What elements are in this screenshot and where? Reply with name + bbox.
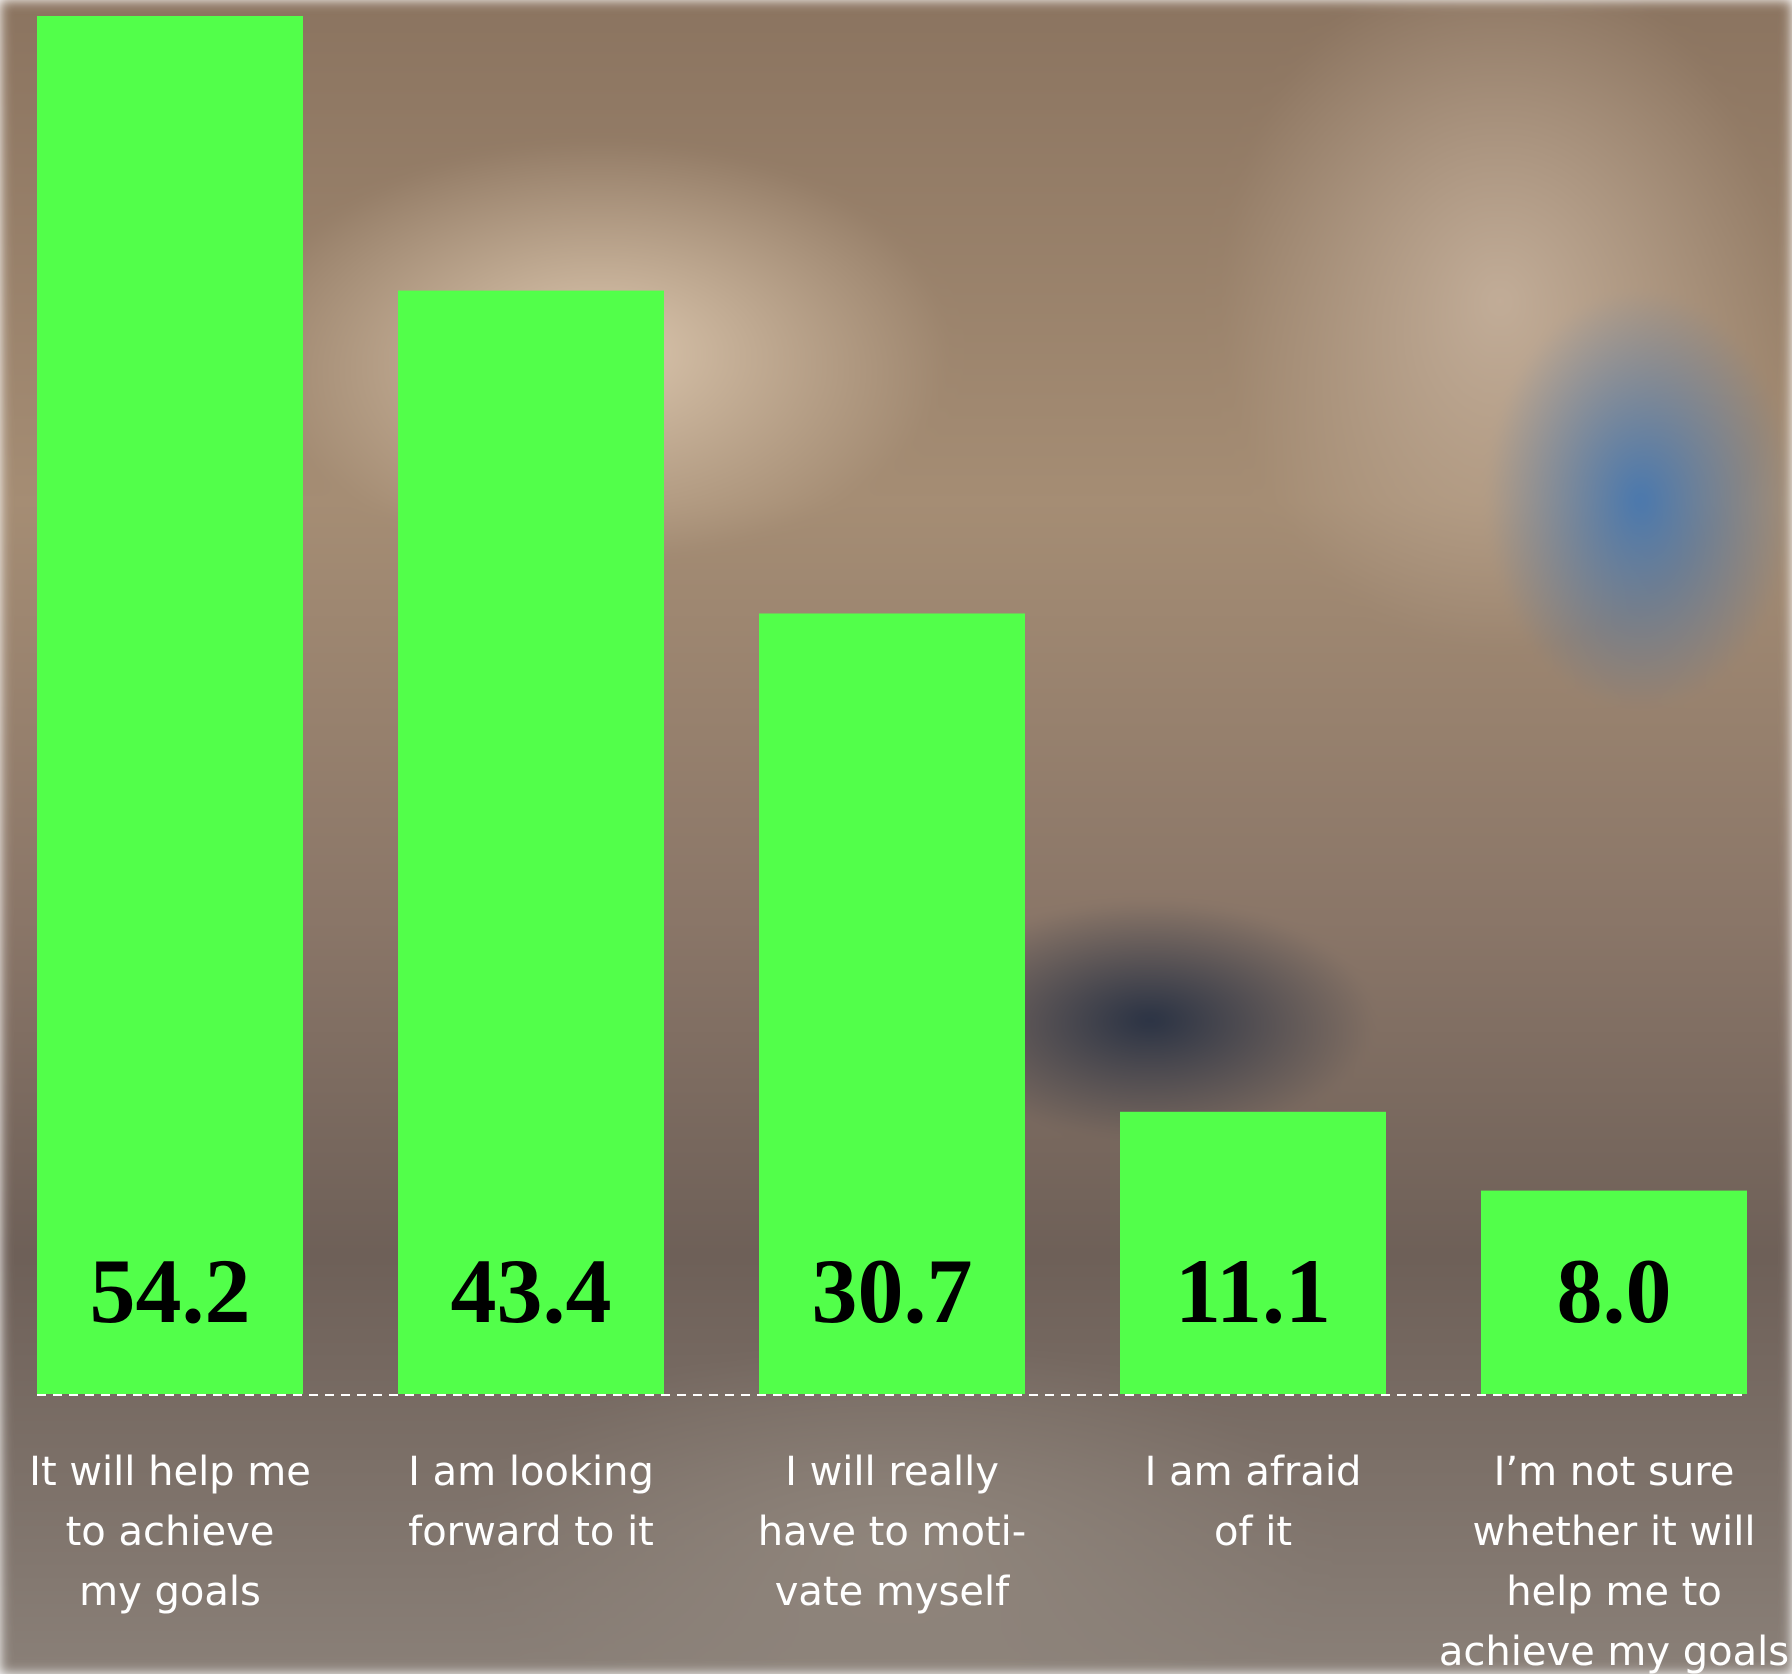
category-label: achieve my goals	[1439, 1629, 1789, 1674]
category-label: I’m not sure	[1494, 1449, 1735, 1495]
category-label: have to moti-	[758, 1509, 1026, 1555]
category-label: of it	[1214, 1509, 1292, 1555]
page: 54.2 It will help me to achieve my goals 43.…	[0, 0, 1792, 1674]
bar	[37, 16, 303, 1394]
category-label: my goals	[79, 1569, 261, 1615]
category-label: whether it will	[1472, 1509, 1755, 1555]
value-label: 30.7	[812, 1240, 973, 1342]
category-label: I will really	[785, 1449, 999, 1495]
category-label: to achieve	[66, 1509, 275, 1555]
value-label: 54.2	[90, 1240, 251, 1342]
category-label: help me to	[1506, 1569, 1722, 1615]
category-label: I am afraid	[1145, 1449, 1362, 1495]
value-label: 43.4	[451, 1240, 612, 1342]
value-label: 11.1	[1175, 1240, 1331, 1342]
category-label: It will help me	[29, 1449, 311, 1495]
category-label: vate myself	[775, 1569, 1010, 1615]
value-label: 8.0	[1557, 1240, 1672, 1342]
category-label: forward to it	[408, 1509, 654, 1555]
chart: 54.2 It will help me to achieve my goals 43.…	[0, 0, 1792, 1674]
category-label: I am looking	[408, 1449, 654, 1495]
bar	[398, 291, 664, 1394]
